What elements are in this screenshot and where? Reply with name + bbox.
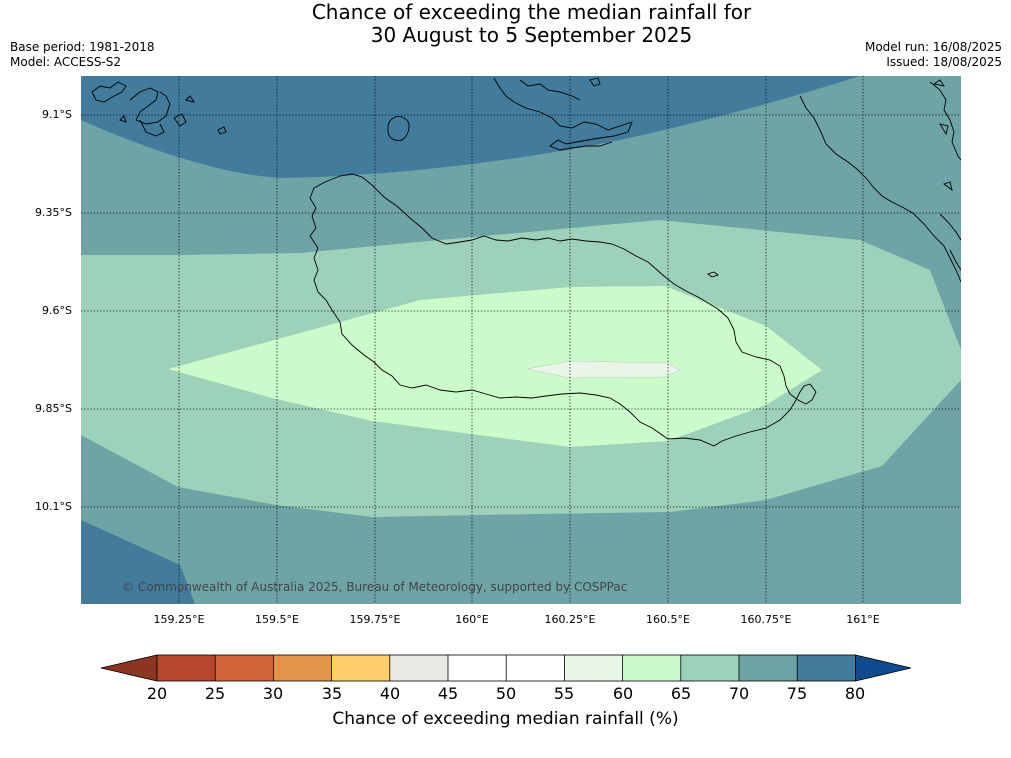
islet-coastline	[943, 181, 953, 192]
malaita-coastline	[799, 95, 961, 283]
colorbar-tick-label: 20	[146, 684, 168, 703]
latitude-label: 10.1°S	[35, 500, 72, 513]
colorbar-tick-label: 35	[321, 684, 343, 703]
longitude-label: 160°E	[455, 613, 489, 626]
colorbar-tick-label: 45	[437, 684, 459, 703]
colorbar-segment	[273, 655, 332, 681]
colorbar-tick-label: 65	[670, 684, 692, 703]
colorbar-segment	[680, 655, 739, 681]
islet-coastline	[707, 271, 719, 278]
latitude-label: 9.6°S	[42, 304, 72, 317]
colorbar-segment	[157, 655, 216, 681]
islet-coastline	[932, 79, 945, 87]
malaita-coastline	[929, 81, 961, 161]
colorbar-tick-label: 75	[786, 684, 808, 703]
colorbar-segment	[564, 655, 623, 681]
longitude-label: 160.5°E	[646, 613, 690, 626]
map-title-line-1: Chance of exceeding the median rainfall …	[311, 0, 752, 24]
model-text: Model: ACCESS-S2	[10, 55, 122, 69]
colorbar-segment	[506, 655, 565, 681]
colorbar-segment	[739, 655, 798, 681]
model-run-text: Model run: 16/08/2025	[864, 40, 1002, 54]
islet-coastline	[949, 249, 961, 271]
islet-coastline	[217, 126, 227, 135]
colorbar-tick-label: 60	[612, 684, 634, 703]
colorbar-extend-low	[100, 654, 158, 682]
colorbar-segment	[389, 655, 448, 681]
russell-islands-coastline	[139, 119, 165, 137]
nggela-islands-coastline	[519, 79, 581, 101]
islet-coastline	[939, 123, 949, 136]
savo-island-coastline	[387, 116, 410, 141]
colorbar-dividers	[214, 655, 798, 681]
colorbar-title: Chance of exceeding median rainfall (%)	[332, 709, 679, 729]
copyright-notice: © Commonwealth of Australia 2025, Bureau…	[122, 580, 628, 594]
colorbar-tick-label: 70	[728, 684, 750, 703]
russell-islands-coastline	[129, 87, 171, 125]
map-title-line-2: 30 August to 5 September 2025	[370, 23, 693, 47]
latitude-label: 9.35°S	[35, 206, 72, 219]
colorbar-segment	[797, 655, 856, 681]
colorbar-extend-high	[855, 654, 912, 682]
colorbar-tick-label: 80	[844, 684, 866, 703]
islet-coastline	[939, 213, 961, 241]
colorbar-tick-label: 25	[204, 684, 226, 703]
longitude-label: 159.25°E	[153, 613, 205, 626]
islet-coastline	[185, 95, 196, 103]
island-coastline	[309, 173, 817, 447]
map-panel	[81, 76, 961, 604]
islet-coastline	[589, 77, 601, 87]
islet-coastline	[119, 115, 127, 123]
colorbar-tick-label: 30	[262, 684, 284, 703]
colorbar-segment	[622, 655, 681, 681]
nggela-islands-coastline	[493, 77, 633, 151]
band-60-65	[168, 286, 822, 447]
base-period-text: Base period: 1981-2018	[10, 40, 155, 54]
longitude-label: 161°E	[846, 613, 880, 626]
colorbar	[100, 654, 912, 682]
coastlines	[91, 77, 961, 447]
issued-text: Issued: 18/08/2025	[886, 55, 1002, 69]
longitude-label: 160.75°E	[740, 613, 792, 626]
russell-islands-coastline	[91, 81, 127, 103]
graticule	[81, 76, 961, 604]
colorbar-segment	[331, 655, 390, 681]
colorbar-tick-label: 55	[553, 684, 575, 703]
longitude-label: 160.25°E	[544, 613, 596, 626]
latitude-label: 9.85°S	[35, 402, 72, 415]
longitude-label: 159.75°E	[349, 613, 401, 626]
colorbar-segment	[215, 655, 274, 681]
colorbar-tick-label: 40	[379, 684, 401, 703]
latitude-label: 9.1°S	[42, 108, 72, 121]
longitude-label: 159.5°E	[255, 613, 299, 626]
colorbar-segment	[448, 655, 507, 681]
colorbar-tick-label: 50	[495, 684, 517, 703]
